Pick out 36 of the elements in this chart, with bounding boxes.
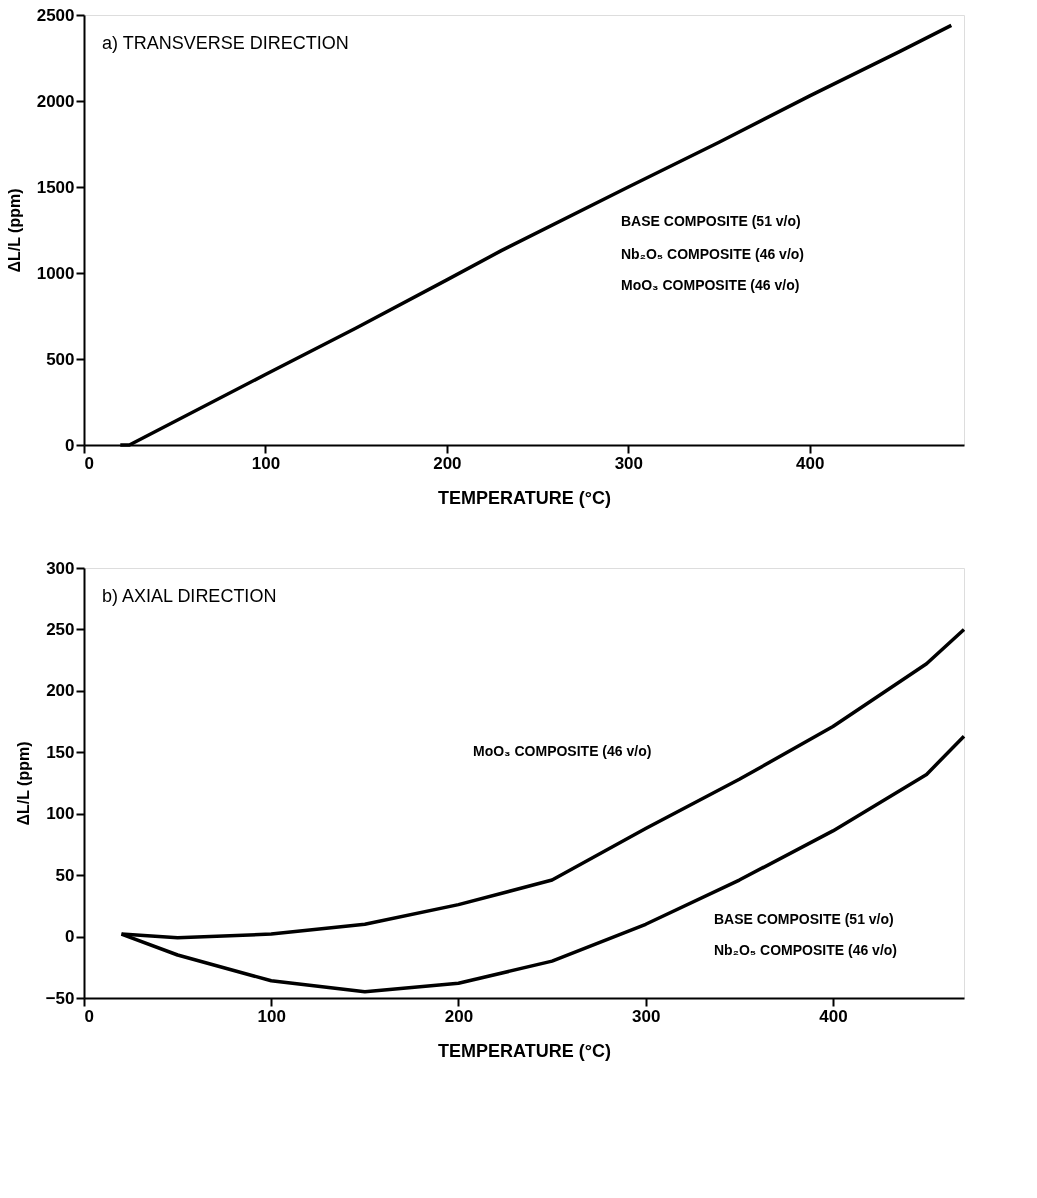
y-tick-label: 250 xyxy=(46,619,75,639)
y-tick-label: 2000 xyxy=(36,91,75,111)
x-tick-label: 100 xyxy=(251,453,281,473)
y-tick-label: 2500 xyxy=(36,5,75,25)
x-tick-label: 400 xyxy=(819,1006,848,1026)
y-tick-label: 100 xyxy=(46,804,75,824)
y-tick-label: 50 xyxy=(55,865,75,885)
y-tick-label: 200 xyxy=(46,681,75,701)
x-axis-title: TEMPERATURE (°C) xyxy=(438,1040,611,1061)
y-tick-label: 1500 xyxy=(36,177,75,197)
y-tick-label: 300 xyxy=(46,558,75,578)
y-tick-label: 0 xyxy=(65,927,75,947)
x-tick-label: 0 xyxy=(84,1006,94,1026)
text: a) TRANSVERSE DIRECTION xyxy=(102,33,349,53)
x-tick-label: 300 xyxy=(632,1006,661,1026)
x-tick-label: 400 xyxy=(796,453,825,473)
x-tick-label: 200 xyxy=(444,1006,474,1026)
y-tick-label: −50 xyxy=(45,988,75,1008)
x-tick-label: 0 xyxy=(84,453,94,473)
annotation: BASE COMPOSITE (51 v/o) xyxy=(714,911,894,927)
y-axis-title: ΔL/L (ppm) xyxy=(14,741,32,826)
annotation: MoO₃ COMPOSITE (46 v/o) xyxy=(473,743,652,759)
text: b) AXIAL DIRECTION xyxy=(102,586,277,606)
y-tick-label: 1000 xyxy=(36,263,75,283)
annotation: MoO₃ COMPOSITE (46 v/o) xyxy=(621,277,800,293)
y-tick-label: 150 xyxy=(46,742,75,762)
y-tick-label: 500 xyxy=(46,349,75,369)
annotation: BASE COMPOSITE (51 v/o) xyxy=(621,213,801,229)
annotation: Nb₂O₅ COMPOSITE (46 v/o) xyxy=(621,246,804,262)
x-tick-label: 200 xyxy=(433,453,462,473)
x-tick-label: 100 xyxy=(257,1006,286,1026)
x-axis-title: TEMPERATURE (°C) xyxy=(438,487,611,508)
annotation: Nb₂O₅ COMPOSITE (46 v/o) xyxy=(714,942,897,958)
y-axis-title: ΔL/L (ppm) xyxy=(5,188,23,273)
x-tick-label: 300 xyxy=(614,453,644,473)
y-tick-label: 0 xyxy=(65,435,75,455)
